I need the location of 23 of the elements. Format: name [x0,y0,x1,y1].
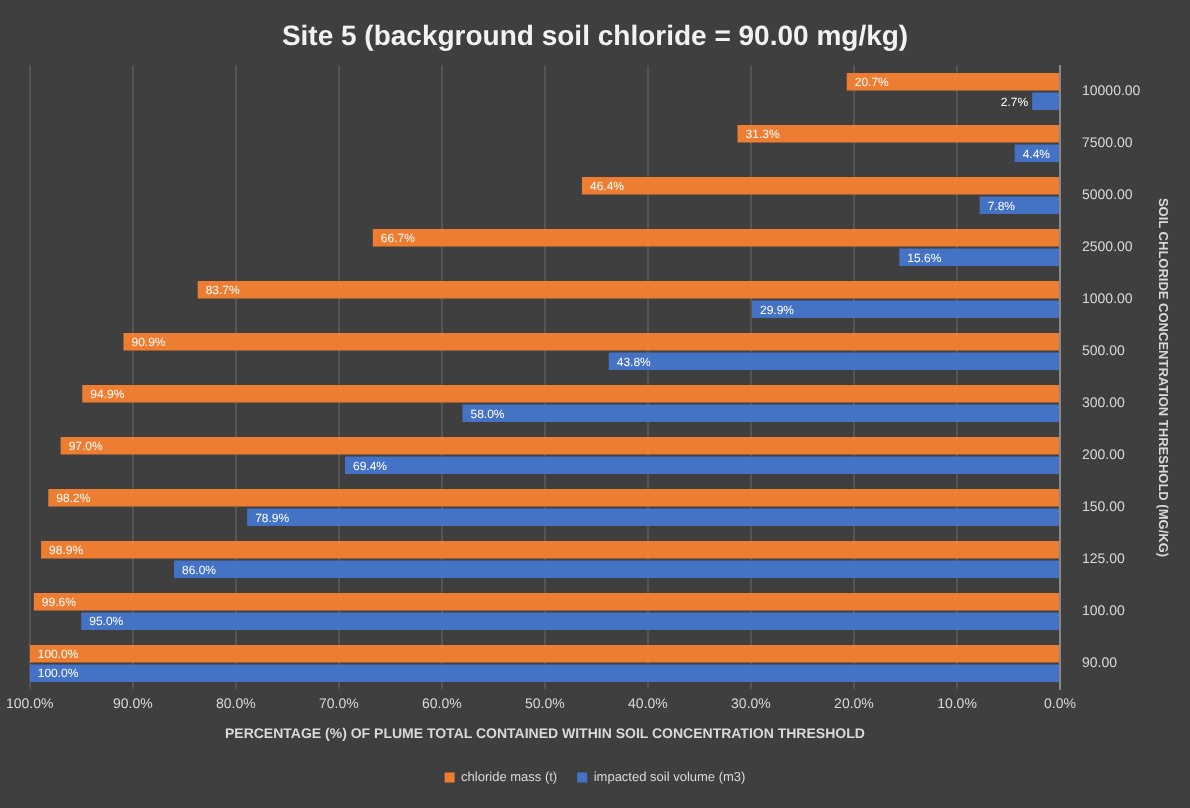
chart-title: Site 5 (background soil chloride = 90.00 mg/kg) [281,18,909,51]
bar [581,177,1060,195]
bar [751,300,1060,319]
bar [173,560,1060,578]
bar [29,644,1060,663]
bar [123,332,1060,351]
bar [462,404,1060,423]
bar [48,488,1060,507]
bar [29,664,1060,682]
bar [82,384,1060,403]
bar [247,508,1060,526]
bar [41,540,1060,559]
bar [608,352,1060,371]
bar [81,612,1060,630]
bar [846,73,1060,91]
bar [60,436,1060,455]
bar [737,125,1060,143]
bar [33,592,1060,611]
bar [1032,92,1060,111]
bar [899,248,1060,267]
bar [197,281,1060,299]
bar [345,456,1060,474]
bar [372,229,1060,247]
